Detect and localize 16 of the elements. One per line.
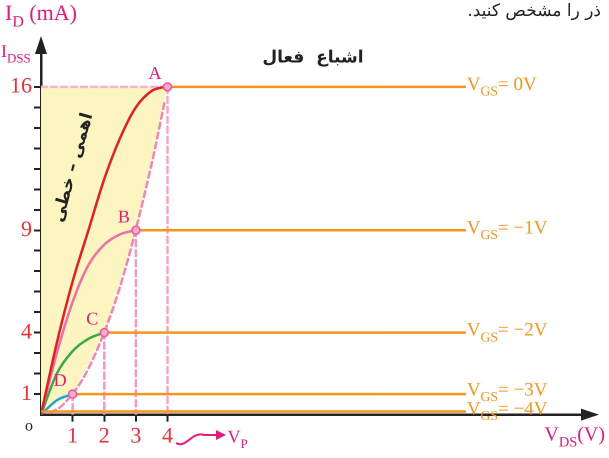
y-tick-label: 9: [21, 216, 32, 242]
text: ذر را مشخص کنید.: [467, 1, 601, 21]
annotation: اشباع فعال: [262, 47, 364, 68]
x-tick-label: 4: [162, 422, 174, 448]
x-tick-label: 3: [130, 422, 142, 448]
y-tick-label: 16: [10, 72, 32, 98]
annotation: D: [54, 370, 67, 390]
y-tick-label: 1: [21, 380, 32, 405]
x-tick-label: 1: [67, 422, 78, 448]
annotation: B: [118, 206, 130, 226]
annotation: اهمی – خطی: [48, 110, 98, 224]
annotation: A: [148, 62, 162, 83]
text: o: [25, 418, 33, 435]
x-tick-label: 2: [98, 422, 110, 448]
y-tick-label: 4: [21, 318, 32, 344]
annotation: C: [86, 308, 98, 329]
